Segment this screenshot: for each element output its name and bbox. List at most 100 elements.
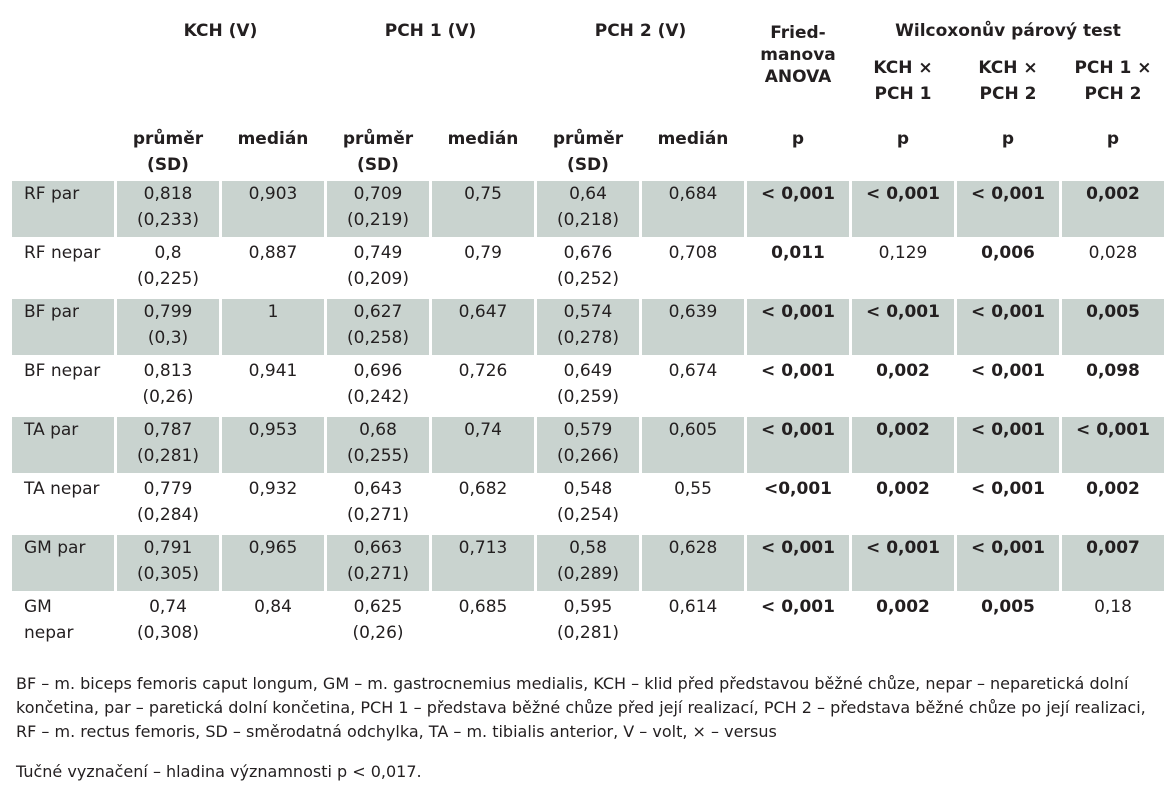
anova-p-cell: 0,011 — [771, 243, 825, 263]
row-label: GM nepar — [24, 597, 74, 643]
kch-mean-cell: 0,818 (0,233) — [117, 181, 219, 237]
kch-pch2-p-cell: < 0,001 — [957, 299, 1059, 355]
subheader-mean: průměr (SD) — [342, 129, 414, 175]
pch2-median-cell: 0,639 — [642, 299, 744, 355]
table-row: GM nepar 0,74 (0,308) 0,84 0,625 (0,26) … — [12, 594, 1164, 650]
subheader-median: medián — [237, 129, 309, 149]
results-table: KCH (V) PCH 1 (V) PCH 2 (V) Fried- manov… — [9, 15, 1167, 653]
header-kch: KCH (V) — [183, 21, 258, 41]
pch1-pch2-p-cell: 0,028 — [1088, 243, 1138, 263]
pch1-pch2-p-cell: 0,005 — [1062, 299, 1164, 355]
kch-median-cell: 0,903 — [222, 181, 324, 237]
table-row: TA par 0,787 (0,281) 0,953 0,68 (0,255) … — [12, 417, 1164, 473]
subheader-p: p — [1001, 129, 1015, 149]
pch2-median-cell: 0,614 — [668, 597, 718, 617]
anova-p-cell: < 0,001 — [747, 299, 849, 355]
pch2-median-cell: 0,708 — [668, 243, 718, 263]
subheader-p: p — [896, 129, 910, 149]
kch-median-cell: 0,887 — [248, 243, 298, 263]
pch2-mean-cell: 0,649 (0,259) — [557, 361, 619, 407]
subheader-p: p — [1106, 129, 1120, 149]
kch-median-cell: 0,941 — [248, 361, 298, 381]
pch2-median-cell: 0,628 — [642, 535, 744, 591]
kch-mean-cell: 0,799 (0,3) — [117, 299, 219, 355]
table-row: RF par 0,818 (0,233) 0,903 0,709 (0,219)… — [12, 181, 1164, 237]
kch-median-cell: 0,932 — [248, 479, 298, 499]
pch1-mean-cell: 0,627 (0,258) — [327, 299, 429, 355]
kch-pch1-p-cell: < 0,001 — [852, 299, 954, 355]
row-label: TA nepar — [24, 479, 100, 499]
wilcoxon-subheader-row: KCH × PCH 1 KCH × PCH 2 PCH 1 × PCH 2 — [12, 55, 1164, 123]
header-friedman-anova: Fried- manova ANOVA — [760, 23, 836, 87]
pch1-median-cell: 0,685 — [458, 597, 508, 617]
kch-mean-cell: 0,779 (0,284) — [137, 479, 199, 525]
pch1-pch2-p-cell: < 0,001 — [1062, 417, 1164, 473]
pch1-median-cell: 0,682 — [458, 479, 508, 499]
pch1-median-cell: 0,79 — [464, 243, 502, 263]
header-pch1-pch2: PCH 1 × PCH 2 — [1074, 58, 1152, 104]
pch1-median-cell: 0,74 — [432, 417, 534, 473]
kch-pch1-p-cell: 0,002 — [876, 361, 930, 381]
pch2-mean-cell: 0,574 (0,278) — [537, 299, 639, 355]
table-row: BF par 0,799 (0,3) 1 0,627 (0,258) 0,647… — [12, 299, 1164, 355]
significance-note: Tučné vyznačení – hladina významnosti p … — [16, 762, 422, 781]
anova-p-cell: < 0,001 — [747, 535, 849, 591]
pch1-mean-cell: 0,696 (0,242) — [347, 361, 409, 407]
pch1-median-cell: 0,726 — [458, 361, 508, 381]
kch-pch2-p-cell: < 0,001 — [957, 417, 1059, 473]
header-wilcoxon: Wilcoxonův párový test — [895, 21, 1121, 41]
pch1-pch2-p-cell: 0,18 — [1094, 597, 1132, 617]
table-row: RF nepar 0,8 (0,225) 0,887 0,749 (0,209)… — [12, 240, 1164, 296]
kch-median-cell: 0,953 — [222, 417, 324, 473]
row-label: RF nepar — [24, 243, 101, 263]
pch2-mean-cell: 0,548 (0,254) — [557, 479, 619, 525]
header-kch-pch1: KCH × PCH 1 — [873, 58, 933, 104]
kch-pch1-p-cell: 0,002 — [852, 417, 954, 473]
pch1-mean-cell: 0,749 (0,209) — [347, 243, 409, 289]
kch-pch2-p-cell: < 0,001 — [957, 535, 1059, 591]
pch1-mean-cell: 0,625 (0,26) — [352, 597, 404, 643]
abbreviations-footnote: BF – m. biceps femoris caput longum, GM … — [16, 674, 1146, 741]
row-label: BF par — [12, 299, 114, 355]
pch2-mean-cell: 0,595 (0,281) — [557, 597, 619, 643]
row-label: BF nepar — [24, 361, 101, 381]
pch2-mean-cell: 0,58 (0,289) — [537, 535, 639, 591]
kch-pch1-p-cell: < 0,001 — [852, 535, 954, 591]
kch-mean-cell: 0,791 (0,305) — [117, 535, 219, 591]
kch-pch1-p-cell: < 0,001 — [852, 181, 954, 237]
pch1-pch2-p-cell: 0,098 — [1086, 361, 1140, 381]
kch-pch2-p-cell: 0,006 — [981, 243, 1035, 263]
anova-p-cell: < 0,001 — [747, 181, 849, 237]
pch1-median-cell: 0,647 — [432, 299, 534, 355]
pch2-median-cell: 0,674 — [668, 361, 718, 381]
subheader-median: medián — [447, 129, 519, 149]
kch-pch1-p-cell: 0,002 — [876, 597, 930, 617]
pch1-mean-cell: 0,709 (0,219) — [327, 181, 429, 237]
kch-mean-cell: 0,8 (0,225) — [137, 243, 199, 289]
table-row: TA nepar 0,779 (0,284) 0,932 0,643 (0,27… — [12, 476, 1164, 532]
pch2-median-cell: 0,55 — [674, 479, 712, 499]
kch-pch2-p-cell: 0,005 — [981, 597, 1035, 617]
pch2-median-cell: 0,684 — [642, 181, 744, 237]
table-row: BF nepar 0,813 (0,26) 0,941 0,696 (0,242… — [12, 358, 1164, 414]
kch-mean-cell: 0,813 (0,26) — [142, 361, 194, 407]
pch2-median-cell: 0,605 — [642, 417, 744, 473]
anova-p-cell: < 0,001 — [761, 361, 835, 381]
pch1-pch2-p-cell: 0,007 — [1062, 535, 1164, 591]
pch1-median-cell: 0,75 — [432, 181, 534, 237]
pch2-mean-cell: 0,676 (0,252) — [557, 243, 619, 289]
kch-median-cell: 0,965 — [222, 535, 324, 591]
table-row: GM par 0,791 (0,305) 0,965 0,663 (0,271)… — [12, 535, 1164, 591]
pch1-mean-cell: 0,68 (0,255) — [327, 417, 429, 473]
row-label: TA par — [12, 417, 114, 473]
kch-median-cell: 0,84 — [254, 597, 292, 617]
subheader-mean: průměr (SD) — [552, 129, 624, 175]
subheader-p: p — [791, 129, 805, 149]
kch-mean-cell: 0,787 (0,281) — [117, 417, 219, 473]
kch-median-cell: 1 — [222, 299, 324, 355]
anova-p-cell: <0,001 — [763, 479, 833, 499]
header-pch1: PCH 1 (V) — [384, 21, 477, 41]
kch-pch2-p-cell: < 0,001 — [971, 361, 1045, 381]
anova-p-cell: < 0,001 — [747, 417, 849, 473]
anova-p-cell: < 0,001 — [761, 597, 835, 617]
